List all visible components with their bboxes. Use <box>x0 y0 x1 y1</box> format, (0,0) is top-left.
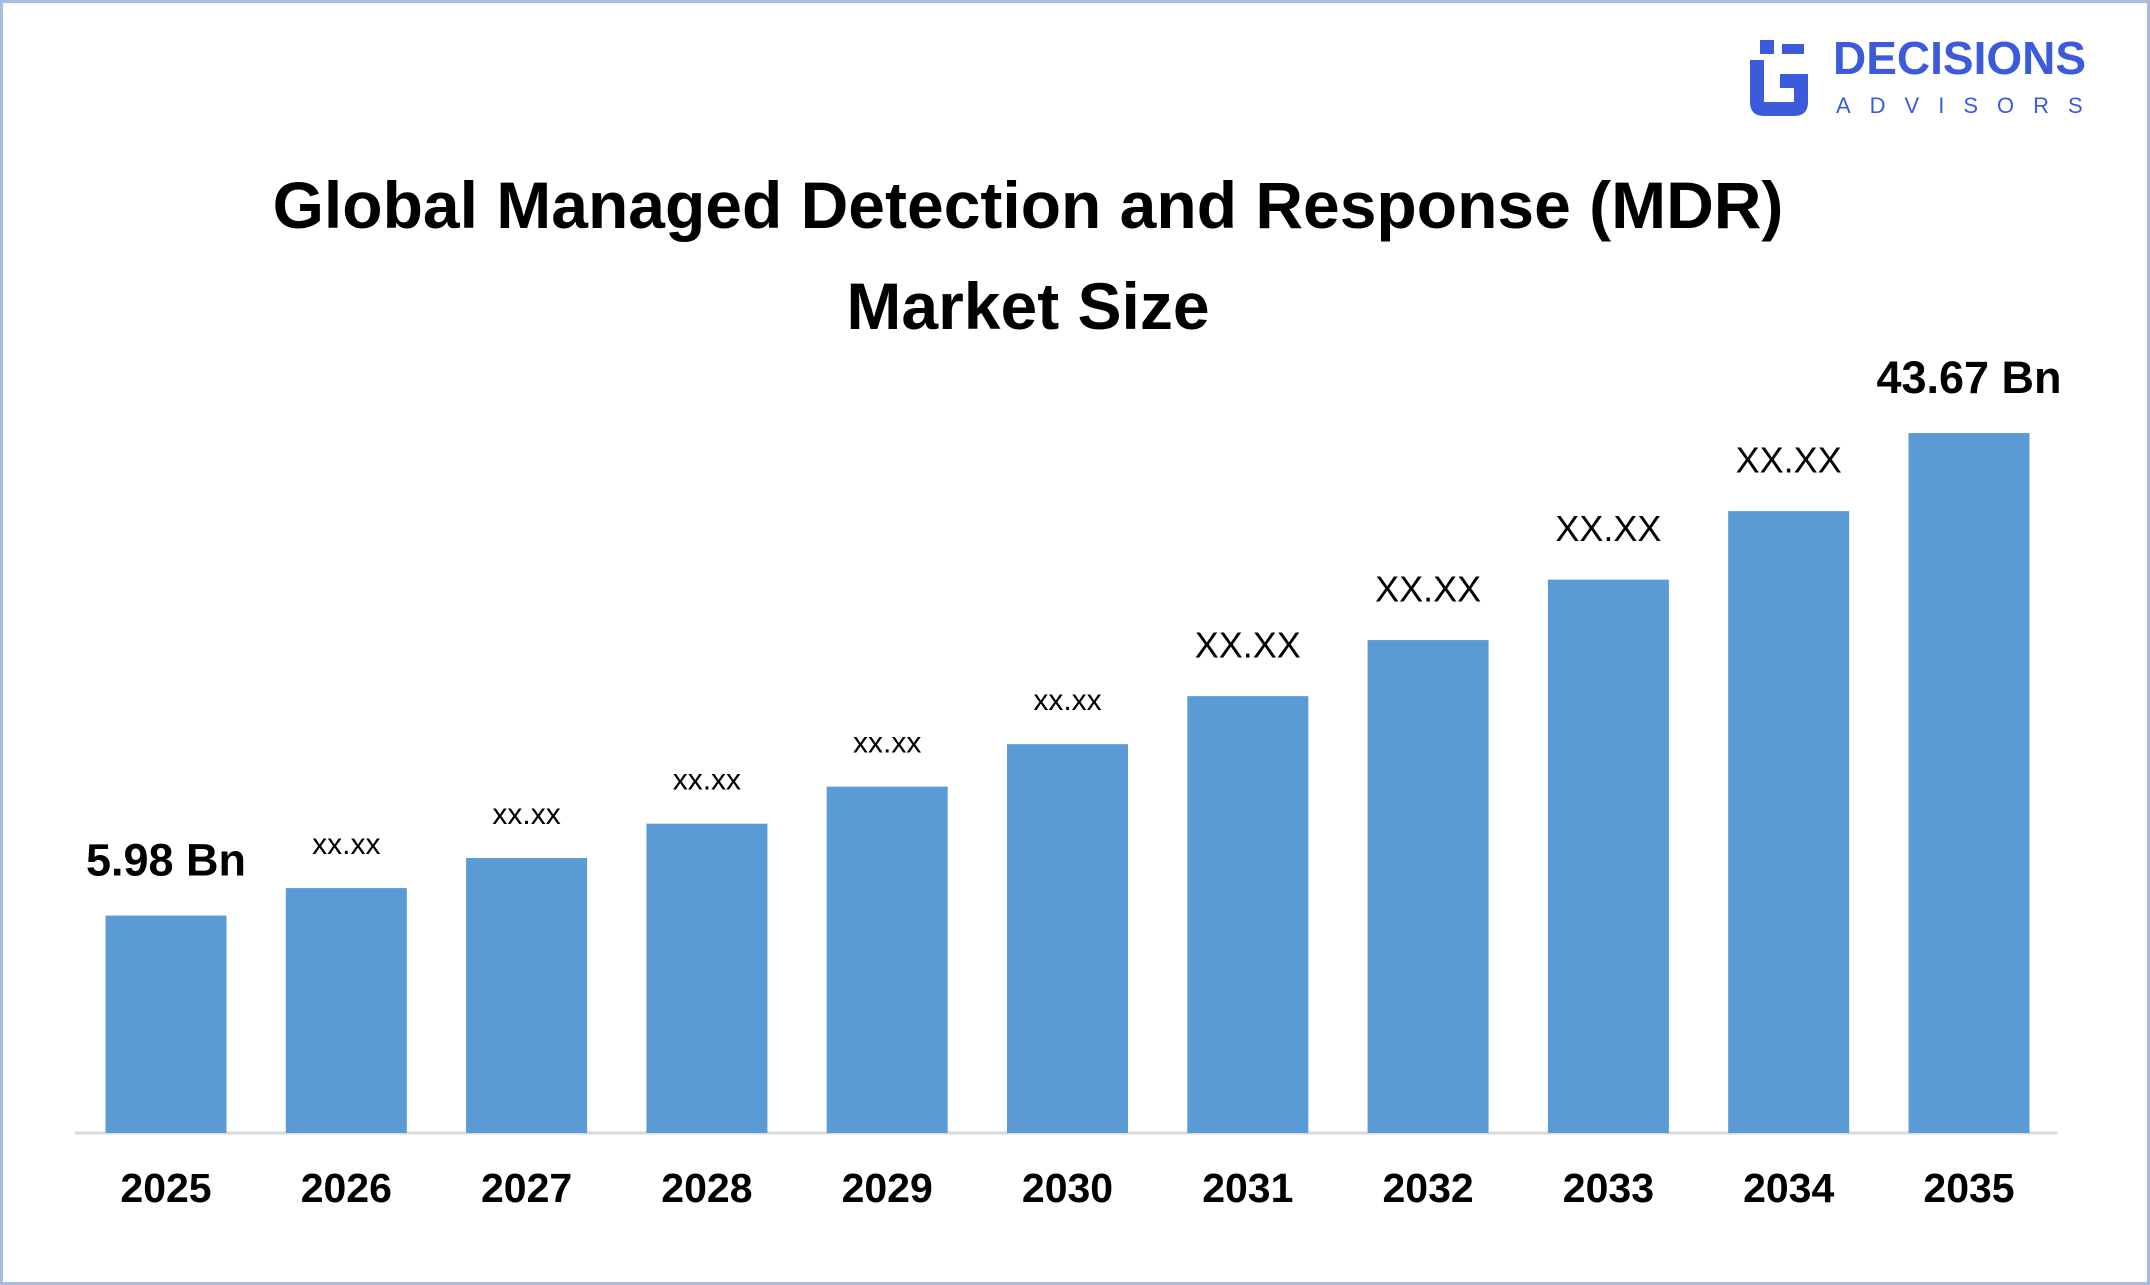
data-label: xx.xx <box>853 727 921 760</box>
bar <box>826 786 948 1133</box>
data-label: xx.xx <box>1033 684 1101 717</box>
bar <box>1908 433 2030 1133</box>
data-label: xx.xx <box>312 828 380 861</box>
x-tick-label: 2035 <box>1923 1165 2014 1211</box>
logo-name: DECISIONS <box>1833 32 2086 84</box>
x-tick-label: 2031 <box>1202 1165 1293 1211</box>
bar <box>1187 696 1309 1133</box>
x-tick-label: 2028 <box>661 1165 752 1211</box>
data-label: XX.XX <box>1736 440 1842 481</box>
bar <box>466 857 588 1133</box>
bar <box>285 888 407 1133</box>
x-tick-label: 2025 <box>120 1165 211 1211</box>
bar <box>646 823 768 1133</box>
data-label: XX.XX <box>1195 625 1301 666</box>
data-label: xx.xx <box>492 798 560 831</box>
bar <box>105 915 227 1133</box>
x-tick-label: 2033 <box>1563 1165 1654 1211</box>
data-label: 43.67 Bn <box>1876 352 2061 403</box>
x-tick-label: 2034 <box>1743 1165 1834 1211</box>
chart-title: Global Managed Detection and Response (M… <box>272 168 1784 343</box>
x-tick-label: 2032 <box>1382 1165 1473 1211</box>
x-tick-label: 2030 <box>1022 1165 1113 1211</box>
x-tick-label: 2029 <box>842 1165 933 1211</box>
bar <box>1547 579 1669 1133</box>
bar <box>1007 744 1128 1133</box>
data-label: XX.XX <box>1375 569 1481 610</box>
bar <box>1728 511 1850 1134</box>
data-label: XX.XX <box>1555 508 1661 549</box>
bar <box>1367 640 1489 1133</box>
x-tick-label: 2026 <box>301 1165 392 1211</box>
x-tick-label: 2027 <box>481 1165 572 1211</box>
logo-tagline: ADVISORS <box>1836 93 2102 118</box>
logo-icon <box>1750 60 1808 116</box>
data-label: xx.xx <box>673 764 741 797</box>
logo: DECISIONS ADVISORS <box>1750 32 2102 118</box>
data-label: 5.98 Bn <box>86 834 246 885</box>
logo-icon <box>1760 40 1804 54</box>
